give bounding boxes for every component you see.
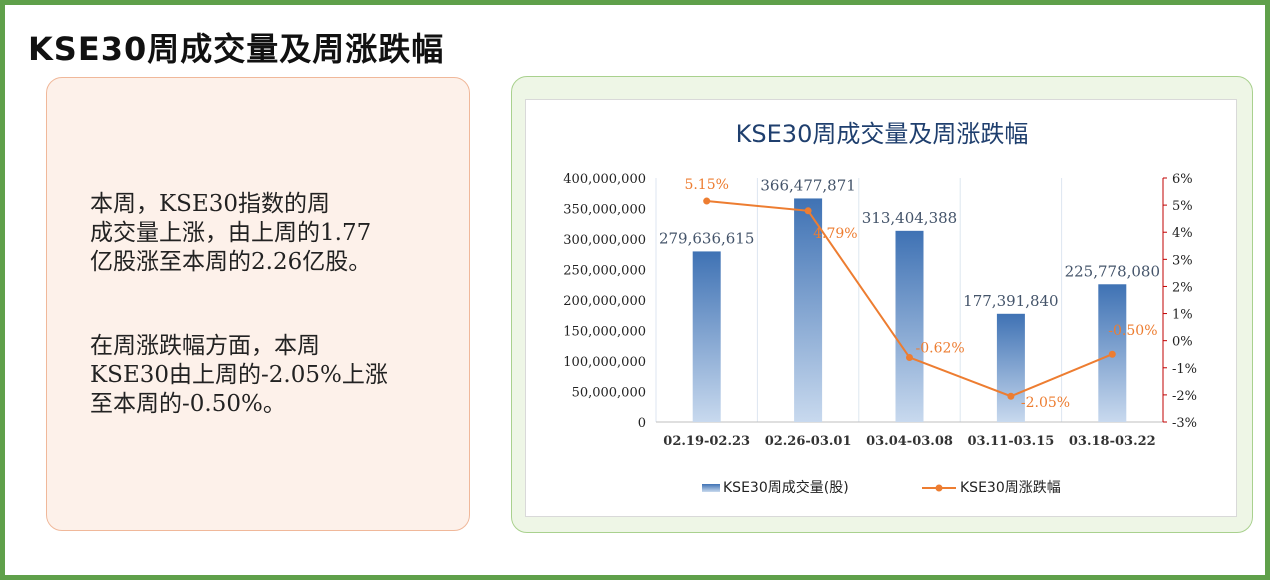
chart-title: KSE30周成交量及周涨跌幅: [736, 120, 1029, 148]
y-left-tick-label: 50,000,000: [572, 386, 646, 401]
y-left-tick-label: 300,000,000: [563, 233, 646, 248]
y-right-tick-label: 6%: [1172, 172, 1193, 187]
x-category-label: 02.19-02.23: [663, 434, 750, 449]
chart-panel: KSE30周成交量及周涨跌幅 0 50,000,000 100,000,000 150,…: [511, 76, 1253, 533]
volume-bar: [996, 313, 1025, 422]
y-right-tick-label: -2%: [1172, 389, 1197, 404]
summary-paragraph-change: 在周涨跌幅方面，本周 KSE30由上周的-2.05%上涨 至本周的-0.50%。: [90, 333, 388, 417]
y-right-tick-label: 0%: [1172, 335, 1193, 350]
change-series-point: [703, 197, 711, 205]
y-right-tick-label: 5%: [1172, 199, 1193, 214]
x-category-label: 02.26-03.01: [765, 434, 852, 449]
page-title: KSE30周成交量及周涨跌幅: [28, 30, 445, 68]
change-series-point: [906, 353, 913, 361]
y-left-tick-label: 150,000,000: [563, 325, 646, 340]
legend-volume-label: KSE30周成交量(股): [723, 479, 849, 496]
volume-bar-label: 313,404,388: [862, 209, 957, 227]
combo-chart: KSE30周成交量及周涨跌幅 0 50,000,000 100,000,000 150,…: [563, 120, 1197, 496]
y-right-tick-label: -1%: [1172, 362, 1197, 377]
chart-area: KSE30周成交量及周涨跌幅 0 50,000,000 100,000,000 150,…: [525, 99, 1237, 517]
change-point-label: 5.15%: [684, 177, 728, 193]
y-right-tick-label: 3%: [1172, 253, 1193, 268]
x-category-label: 03.11-03.15: [967, 434, 1054, 449]
volume-bar: [794, 198, 823, 422]
y-right-tick-label: 1%: [1172, 308, 1193, 323]
volume-bar: [692, 251, 721, 422]
change-point-label: -0.62%: [916, 340, 965, 356]
volume-bar: [895, 230, 924, 422]
y-left-tick-label: 200,000,000: [563, 294, 646, 309]
change-series-point: [1108, 350, 1116, 358]
y-left-tick-label: 100,000,000: [563, 355, 646, 370]
x-category-label: 03.18-03.22: [1069, 434, 1156, 449]
legend-change-marker: [935, 484, 943, 492]
y-left-tick-label: 400,000,000: [563, 172, 646, 187]
summary-paragraph-volume: 本周，KSE30指数的周 成交量上涨，由上周的1.77 亿股涨至本周的2.26亿…: [90, 191, 372, 275]
summary-panel: 本周，KSE30指数的周 成交量上涨，由上周的1.77 亿股涨至本周的2.26亿…: [46, 77, 470, 531]
change-point-label: -2.05%: [1021, 395, 1070, 411]
volume-bar-label: 177,391,840: [963, 292, 1058, 310]
y-right-tick-label: -3%: [1172, 416, 1197, 431]
change-point-label: -0.50%: [1108, 323, 1157, 339]
change-series-point: [1007, 392, 1015, 400]
y-right-tick-label: 4%: [1172, 226, 1193, 241]
legend-volume-swatch: [702, 484, 720, 492]
y-left-tick-label: 250,000,000: [563, 264, 646, 279]
y-right-tick-label: 2%: [1172, 280, 1193, 295]
x-category-label: 03.04-03.08: [866, 434, 953, 449]
change-point-label: 4.79%: [813, 226, 857, 242]
volume-bar-label: 225,778,080: [1065, 262, 1160, 280]
volume-bar-label: 366,477,871: [760, 176, 855, 194]
y-left-tick-label: 0: [638, 416, 646, 431]
volume-bar-label: 279,636,615: [659, 229, 754, 247]
change-series-point: [804, 207, 812, 215]
legend-change-label: KSE30周涨跌幅: [960, 480, 1061, 496]
y-left-tick-label: 350,000,000: [563, 203, 646, 218]
